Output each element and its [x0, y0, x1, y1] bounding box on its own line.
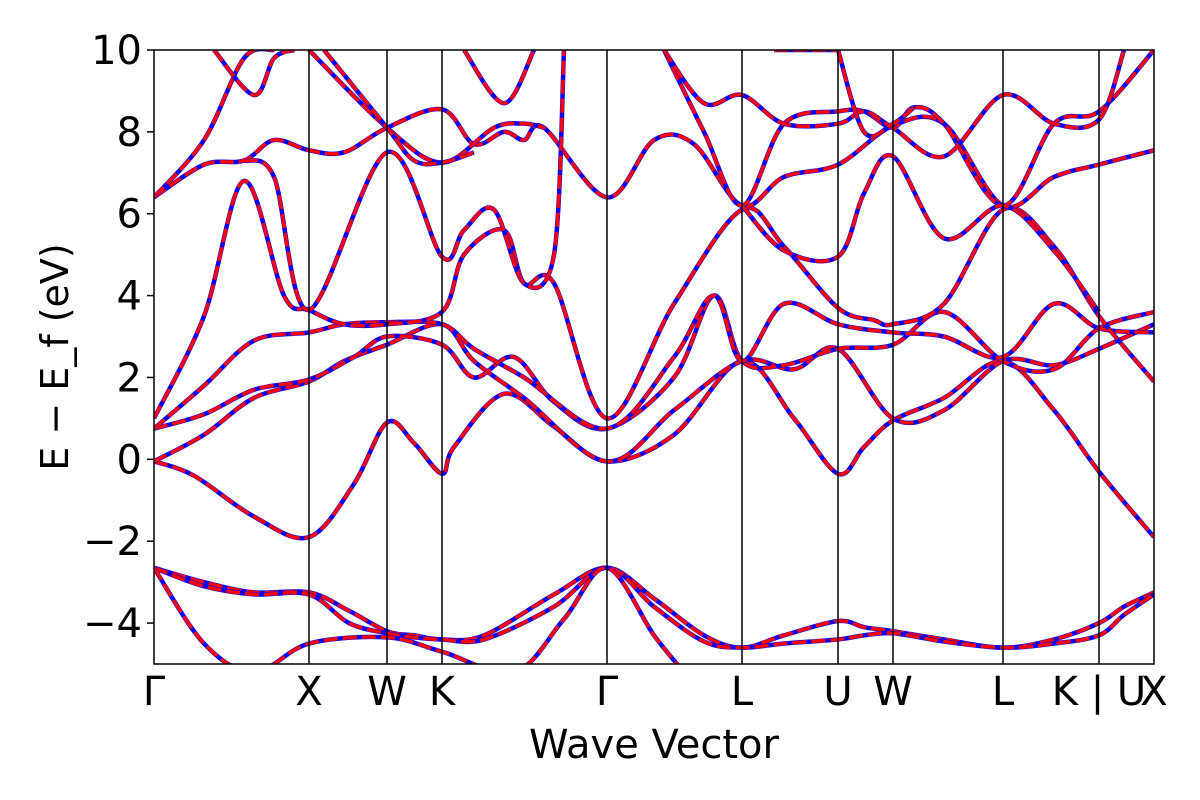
band-line-red-12 — [307, 50, 545, 165]
band-line-red-4 — [154, 322, 1154, 464]
x-tick-label: X — [1140, 669, 1167, 715]
y-tick-label: 0 — [117, 437, 142, 483]
x-tick-label: U — [823, 669, 852, 715]
x-tick-label: Γ — [596, 669, 619, 715]
band-line-red-9 — [154, 50, 275, 199]
band-line-red-6 — [154, 293, 1154, 431]
band-line-red-5 — [154, 293, 1154, 431]
band-line-red-1 — [154, 566, 1154, 650]
y-tick-label: 10 — [91, 28, 142, 74]
band-line-red-7 — [154, 179, 1154, 421]
band-line-red-2 — [154, 566, 680, 664]
y-tick-label: −2 — [83, 519, 142, 565]
band-line-blue-2 — [154, 565, 681, 664]
y-axis-label: E − E_f (eV) — [33, 243, 77, 471]
band-line-red-17 — [740, 153, 1101, 314]
band-line-blue-12 — [307, 50, 545, 165]
band-line-blue-16 — [662, 50, 1127, 160]
y-tick-label: 6 — [117, 192, 142, 238]
band-line-blue-8 — [154, 106, 1154, 210]
x-tick-label: W — [367, 669, 407, 715]
band-line-blue-13 — [322, 50, 475, 167]
x-tick-label: W — [873, 669, 913, 715]
band-line-red-8 — [154, 107, 1154, 209]
bands-layer — [154, 50, 1154, 664]
band-line-red-10 — [212, 50, 295, 97]
x-tick-label: K | U — [1052, 669, 1146, 715]
x-tick-label: Γ — [143, 669, 166, 715]
x-tick-label: L — [731, 669, 754, 715]
x-tick-label: L — [992, 669, 1015, 715]
y-tick-label: −4 — [83, 601, 142, 647]
x-tick-label: K — [429, 669, 457, 715]
band-line-red-14 — [462, 50, 536, 105]
x-tick-label: X — [295, 669, 322, 715]
band-line-red-19 — [836, 50, 916, 139]
plot-frame — [153, 49, 1155, 665]
x-axis-label: Wave Vector — [529, 722, 780, 768]
band-line-red-13 — [322, 50, 475, 166]
high-symmetry-lines — [308, 50, 1100, 664]
y-tick-label: 8 — [117, 110, 142, 156]
y-tick-label: 2 — [117, 355, 142, 401]
band-line-red-16 — [662, 50, 1126, 159]
band-line-red-11 — [243, 50, 566, 312]
y-tick-label: 4 — [117, 274, 142, 320]
band-line-blue-10 — [212, 50, 295, 98]
y-axis-ticks: −4 −2 0 2 4 6 8 10 — [83, 28, 154, 647]
